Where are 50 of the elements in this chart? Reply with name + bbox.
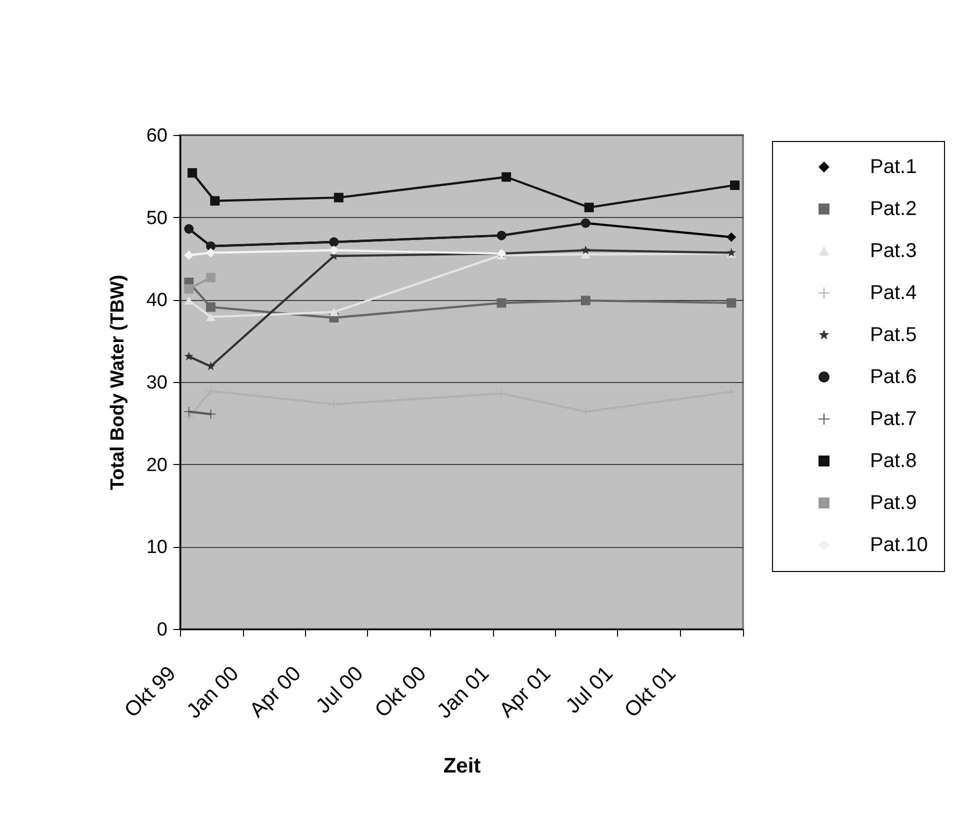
point bbox=[184, 284, 194, 294]
y-tick-label: 30 bbox=[146, 372, 168, 394]
point bbox=[184, 250, 194, 260]
y-tick-label: 0 bbox=[156, 620, 168, 640]
x-tick-label: Jul 00 bbox=[312, 662, 368, 718]
point bbox=[334, 192, 344, 202]
point bbox=[210, 196, 220, 206]
x-axis-title: Zeit bbox=[443, 754, 481, 778]
point bbox=[726, 232, 736, 242]
x-tick-label: Apr 00 bbox=[245, 662, 306, 722]
x-tick-label: Jan 00 bbox=[182, 662, 244, 723]
x-tick-label: Okt 01 bbox=[620, 662, 680, 722]
legend-label: Pat.1 bbox=[870, 156, 917, 178]
y-tick-label: 40 bbox=[146, 290, 168, 312]
point bbox=[206, 248, 216, 258]
x-tick-label: Okt 00 bbox=[370, 662, 431, 722]
legend-label: Pat.5 bbox=[870, 324, 917, 346]
point bbox=[584, 202, 594, 212]
point bbox=[329, 246, 339, 256]
point bbox=[580, 296, 590, 306]
y-tick-label: 10 bbox=[146, 537, 168, 558]
legend-label: Pat.9 bbox=[870, 492, 917, 514]
point bbox=[206, 409, 216, 419]
point bbox=[188, 168, 198, 178]
point bbox=[206, 312, 216, 322]
legend-label: Pat.3 bbox=[870, 240, 917, 262]
legend-label: Pat.4 bbox=[870, 282, 917, 304]
point bbox=[581, 246, 590, 254]
legend-label: Pat.8 bbox=[870, 450, 917, 472]
y-tick-label: 50 bbox=[146, 208, 168, 229]
point bbox=[184, 352, 194, 360]
x-tick-label: Okt 99 bbox=[120, 662, 180, 722]
point bbox=[329, 308, 339, 316]
point bbox=[206, 272, 216, 282]
y-tick-label: 60 bbox=[146, 126, 168, 146]
legend-label: Pat.2 bbox=[870, 198, 917, 220]
point bbox=[184, 296, 194, 305]
x-tick-label: Apr 01 bbox=[495, 662, 556, 722]
x-tick-label: Jul 01 bbox=[562, 662, 618, 718]
y-tick-label: 20 bbox=[146, 454, 168, 476]
legend-label: Pat.6 bbox=[870, 366, 917, 388]
x-tick-label: Jan 01 bbox=[432, 662, 494, 723]
y-axis-title: Total Body Water (TBW) bbox=[108, 274, 128, 490]
point bbox=[502, 172, 512, 182]
point bbox=[730, 180, 740, 190]
legend-label: Pat.10 bbox=[870, 534, 928, 556]
point bbox=[496, 298, 506, 308]
point bbox=[726, 298, 736, 308]
legend-label: Pat.7 bbox=[870, 408, 917, 430]
point bbox=[206, 302, 216, 312]
